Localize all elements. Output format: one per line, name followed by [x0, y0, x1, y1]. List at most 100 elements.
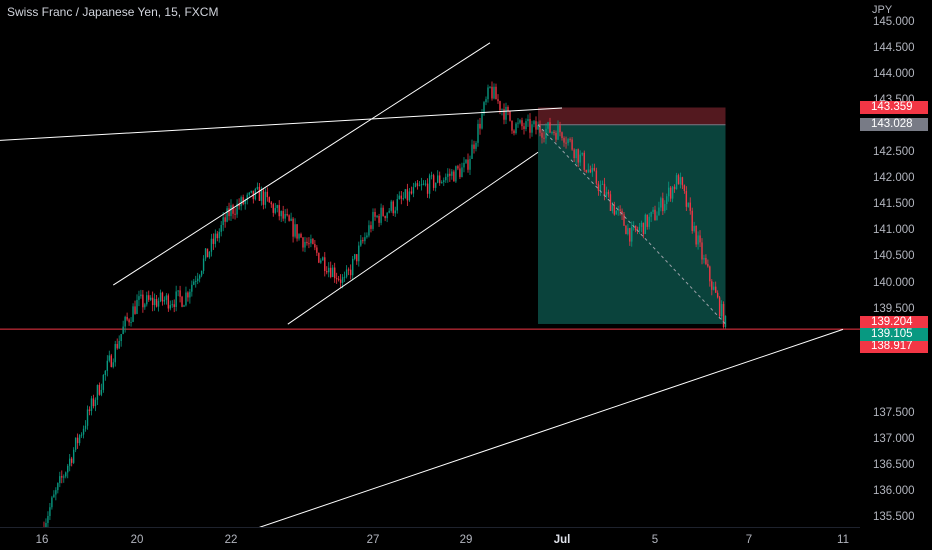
candle	[557, 125, 559, 140]
candle	[185, 292, 187, 306]
candle	[715, 286, 717, 293]
candle	[599, 184, 602, 191]
candle	[356, 254, 358, 262]
candle	[102, 374, 105, 390]
candle	[360, 240, 362, 246]
candle	[595, 170, 598, 184]
time-tick-label: Jul	[553, 534, 571, 546]
candle	[151, 297, 154, 306]
candle	[449, 173, 451, 176]
candle	[511, 120, 513, 131]
candle	[230, 205, 232, 217]
candle	[541, 132, 543, 138]
candle	[358, 245, 360, 262]
candle	[51, 497, 53, 508]
candle	[537, 125, 539, 130]
candle	[601, 183, 604, 185]
candle	[260, 190, 263, 201]
candle	[711, 281, 713, 290]
candle	[167, 295, 170, 309]
candle	[92, 398, 95, 407]
candle	[246, 194, 248, 201]
price-tick-label: 136.500	[873, 458, 915, 471]
price-tick-label: 136.000	[873, 484, 915, 497]
candle	[428, 175, 431, 194]
candle	[138, 296, 140, 300]
candle	[206, 248, 209, 258]
candle	[603, 183, 606, 197]
candle	[587, 169, 589, 173]
candle	[432, 175, 435, 188]
candle	[70, 458, 73, 463]
candle	[189, 291, 191, 298]
candle	[57, 483, 59, 491]
candle	[302, 237, 304, 248]
time-tick-label: 16	[35, 534, 49, 546]
price-tick-label: 140.000	[873, 276, 915, 289]
candle	[583, 152, 585, 170]
price-tag-value: 139.204	[871, 315, 913, 328]
candle	[382, 207, 384, 216]
candle	[80, 434, 83, 436]
candle	[214, 233, 217, 244]
candle	[224, 217, 226, 222]
candle	[439, 175, 441, 184]
candle	[308, 243, 310, 245]
candle	[459, 168, 461, 178]
price-chart[interactable]	[0, 0, 860, 527]
candle	[270, 202, 272, 205]
candle	[65, 472, 67, 477]
candle	[671, 186, 674, 199]
candle	[669, 187, 672, 199]
candle	[673, 186, 676, 190]
candle	[457, 166, 459, 169]
candle	[716, 292, 719, 298]
candle	[591, 167, 594, 173]
candle	[220, 225, 222, 232]
candle	[248, 192, 250, 195]
candle	[264, 191, 267, 205]
candle	[374, 211, 376, 217]
candle	[455, 166, 457, 182]
candle	[53, 494, 55, 498]
candle	[290, 218, 292, 221]
candle	[376, 215, 378, 217]
candle	[128, 319, 130, 323]
candle	[63, 476, 65, 478]
candle	[339, 279, 342, 283]
candle	[61, 476, 63, 478]
candle	[320, 260, 322, 263]
candle	[370, 225, 372, 229]
candle	[354, 254, 356, 259]
candle	[296, 224, 298, 239]
candle	[509, 110, 511, 121]
candle	[579, 154, 581, 163]
candle	[163, 299, 166, 302]
candle	[424, 183, 427, 185]
candle	[312, 239, 314, 245]
candle	[326, 270, 328, 273]
price-tag: 143.028	[860, 118, 928, 132]
candle	[615, 210, 617, 215]
candle	[304, 241, 306, 248]
candle	[310, 239, 312, 244]
candle	[499, 101, 501, 111]
candle	[691, 210, 693, 231]
candle	[337, 278, 340, 280]
candle	[294, 224, 296, 237]
candle	[222, 217, 224, 226]
candle	[513, 130, 515, 134]
price-tick-label: 137.500	[873, 406, 915, 419]
price-tag-value: 143.028	[871, 118, 913, 131]
candle	[378, 215, 380, 223]
candle	[463, 162, 465, 168]
time-tick-label: 22	[224, 534, 238, 546]
candle	[436, 175, 439, 183]
candle	[575, 149, 577, 159]
time-axis[interactable]: 16 20 22 27 29 Jul 5 7 11	[0, 527, 860, 550]
chart-pane[interactable]: Swiss Franc / Japanese Yen, 15, FXCM	[0, 0, 860, 527]
candle	[687, 202, 689, 207]
candle	[565, 142, 567, 144]
candle	[181, 296, 183, 307]
candle	[368, 225, 370, 236]
